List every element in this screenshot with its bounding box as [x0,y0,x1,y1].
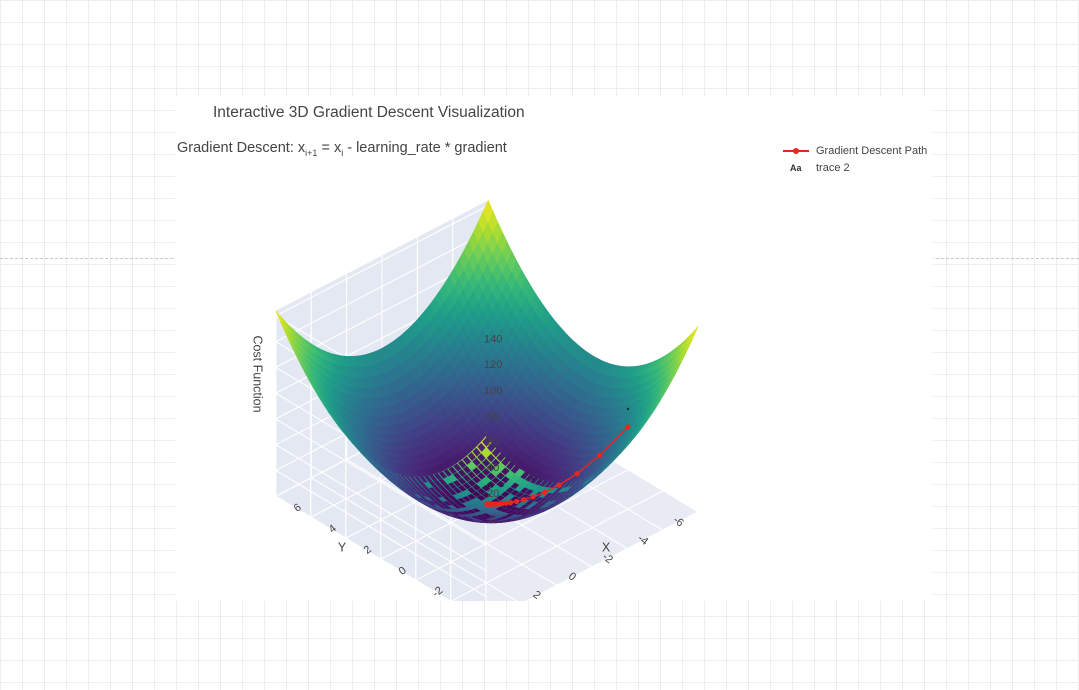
gridline-y [310,477,518,601]
gridline-y [275,495,452,601]
legend-label-path: Gradient Descent Path [816,145,928,157]
surface-patch [688,326,699,343]
path-point [597,452,603,458]
z-tick-label: 120 [484,359,502,371]
path-point [484,501,490,507]
cost-surface [275,199,699,524]
z-tick-label: 80 [487,411,499,423]
path-point [513,498,520,505]
chart-subtitle: Gradient Descent: xi+1 = xi - learning_r… [177,140,507,158]
z-tick-label: 20 [487,488,499,500]
trace2-marker [486,485,489,488]
x-axis-title: X [602,540,611,554]
z-tick-label: 140 [484,333,502,345]
path-point [556,482,562,488]
subtitle-sub2: i [341,147,344,158]
path-point [574,471,580,477]
legend-text-symbol-icon: Aa [790,163,802,173]
legend-line-marker-icon [783,148,809,154]
z-tick-label: 40 [487,462,499,474]
legend-label-trace2: trace 2 [816,162,850,174]
path-point [508,500,514,506]
y-axis-title: Y [338,540,347,554]
path-point [503,500,509,506]
path-point [625,424,631,430]
path-point [530,494,536,500]
gridline-y [346,458,557,586]
path-point [542,489,548,495]
trace2-marker [626,407,630,411]
gradient-descent-path [484,407,631,507]
surface-plot[interactable]: 020406080100120140-6-4-20246-6-4-20246Co… [175,96,933,601]
subtitle-middle: = x [317,140,342,156]
chart-title: Interactive 3D Gradient Descent Visualiz… [213,104,525,121]
subtitle-suffix: - learning_rate * gradient [343,140,507,156]
trace2-marker [501,484,504,488]
z-tick-label: 100 [484,385,502,397]
trace2-marker [532,477,535,481]
trace2-marker [490,485,494,488]
plot-card: Interactive 3D Gradient Descent Visualiz… [175,96,933,601]
path-point [521,497,527,503]
subtitle-prefix: Gradient Descent: x [177,140,306,156]
subtitle-sub1: i+1 [305,147,318,158]
z-tick-label: 60 [487,436,499,448]
z-axis-title: Cost Function [251,335,265,412]
z-tick-label: 0 [490,514,496,526]
